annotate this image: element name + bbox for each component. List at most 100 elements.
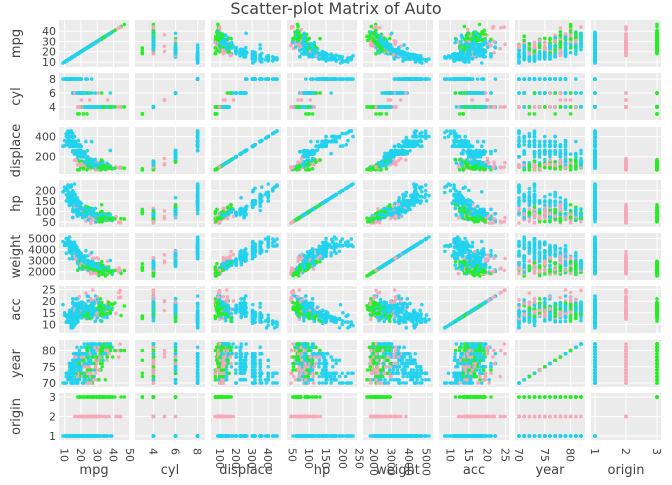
point-year-displacement	[217, 378, 221, 382]
point-year-horsepower	[324, 381, 328, 385]
point-year-year	[517, 381, 521, 385]
point-year-horsepower	[344, 381, 348, 385]
point-acceleration-horsepower	[341, 311, 345, 315]
panels-layer	[59, 20, 661, 440]
point-year-weight	[397, 381, 401, 385]
point-mpg-acceleration	[498, 47, 502, 51]
point-year-horsepower	[344, 375, 348, 379]
point-year-horsepower	[318, 375, 322, 379]
point-year-weight	[369, 381, 373, 385]
point-year-displacement	[260, 381, 264, 385]
point-horsepower-weight	[376, 207, 380, 211]
point-cylinders-year	[522, 77, 526, 81]
point-acceleration-horsepower	[344, 314, 348, 318]
point-year-weight	[383, 378, 387, 382]
panel-acceleration-vs-cylinders	[135, 286, 205, 333]
point-year-origin	[655, 381, 659, 385]
point-year-horsepower	[333, 375, 337, 379]
point-displacement-horsepower	[346, 139, 350, 143]
point-horsepower-acceleration	[449, 189, 453, 193]
point-year-displacement	[258, 375, 262, 379]
point-year-acceleration	[482, 378, 486, 382]
point-acceleration-year	[522, 302, 526, 306]
point-year-horsepower	[311, 378, 315, 382]
point-year-origin	[593, 378, 597, 382]
point-displacement-mpg	[61, 144, 65, 148]
point-displacement-horsepower	[344, 143, 348, 147]
point-displacement-acceleration	[480, 144, 484, 148]
point-year-acceleration	[467, 381, 471, 385]
point-displacement-year	[517, 144, 521, 148]
point-displacement-year	[517, 139, 521, 143]
point-acceleration-acceleration	[443, 326, 447, 330]
point-weight-year	[517, 263, 521, 267]
panel-cylinders-vs-cylinders	[135, 73, 205, 120]
point-origin-year	[522, 434, 526, 438]
point-year-mpg	[64, 381, 68, 385]
point-year-displacement	[214, 375, 218, 379]
point-weight-acceleration	[480, 240, 484, 244]
point-year-horsepower	[318, 381, 322, 385]
point-acceleration-displacement	[251, 303, 255, 307]
point-year-acceleration	[471, 381, 475, 385]
point-year-displacement	[259, 378, 263, 382]
point-year-weight	[420, 381, 424, 385]
point-weight-horsepower	[333, 235, 337, 239]
point-year-weight	[376, 381, 380, 385]
point-displacement-mpg	[64, 143, 68, 147]
point-horsepower-year	[522, 216, 526, 220]
point-weight-year	[517, 249, 521, 253]
point-year-weight	[371, 378, 375, 382]
point-acceleration-year	[517, 326, 521, 330]
point-weight-displacement	[265, 249, 269, 253]
point-year-weight	[427, 378, 431, 382]
point-year-mpg	[68, 378, 72, 382]
point-horsepower-weight	[414, 186, 418, 190]
point-weight-year	[517, 240, 521, 244]
point-acceleration-year	[517, 298, 521, 302]
point-year-horsepower	[333, 378, 337, 382]
panel-cylinders-vs-origin	[591, 73, 661, 120]
point-acceleration-year	[517, 303, 521, 307]
point-year-displacement	[265, 381, 269, 385]
point-acceleration-year	[522, 298, 526, 302]
point-origin-year	[522, 415, 526, 419]
point-displacement-year	[517, 129, 521, 133]
point-year-acceleration	[449, 381, 453, 385]
panel-horsepower-vs-cylinders	[135, 180, 205, 227]
point-year-displacement	[266, 378, 270, 382]
panel-year-vs-cylinders	[135, 340, 205, 387]
point-displacement-year	[522, 166, 526, 170]
point-weight-acceleration	[443, 249, 447, 253]
point-horsepower-year	[528, 220, 532, 224]
point-acceleration-mpg	[61, 303, 65, 307]
point-displacement-year	[528, 140, 532, 144]
panel-displacement-vs-cylinders	[135, 127, 205, 174]
point-year-cylinders	[152, 378, 156, 382]
point-mpg-year	[517, 52, 521, 56]
point-acceleration-weight	[427, 318, 431, 322]
point-year-mpg	[84, 378, 88, 382]
panel-background	[135, 20, 205, 67]
point-year-weight	[424, 378, 428, 382]
point-cylinders-acceleration	[443, 77, 447, 81]
point-displacement-year	[522, 150, 526, 154]
point-acceleration-horsepower	[346, 326, 350, 330]
point-year-cylinders	[152, 381, 156, 385]
point-acceleration-horsepower	[340, 323, 344, 327]
point-year-acceleration	[452, 375, 456, 379]
point-mpg-mpg	[61, 61, 65, 65]
point-year-horsepower	[312, 381, 316, 385]
point-weight-displacement	[275, 243, 279, 247]
point-horsepower-displacement	[253, 186, 257, 190]
point-cylinders-year	[517, 77, 521, 81]
point-origin-acceleration	[443, 434, 447, 438]
point-weight-acceleration	[443, 244, 447, 248]
point-displacement-year	[522, 135, 526, 139]
point-year-weight	[420, 378, 424, 382]
point-mpg-year	[517, 61, 521, 65]
point-acceleration-horsepower	[339, 303, 343, 307]
point-weight-year	[522, 257, 526, 261]
point-horsepower-acceleration	[443, 185, 447, 189]
